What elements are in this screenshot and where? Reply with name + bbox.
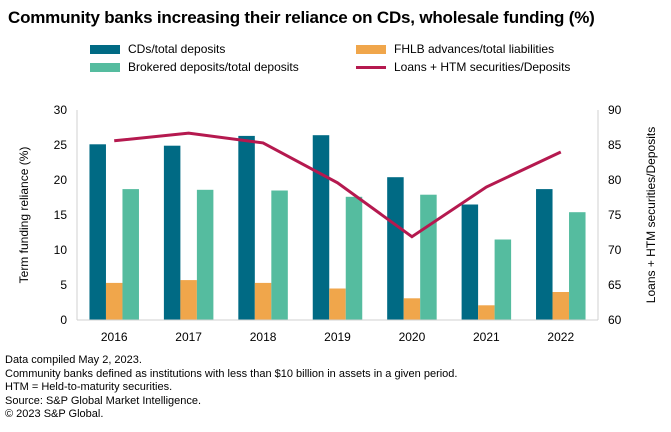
bar-cds-total-deposits <box>387 177 404 320</box>
note: Source: S&P Global Market Intelligence. <box>5 394 202 407</box>
legend-swatch <box>356 44 386 54</box>
y2-axis-title: Loans + HTM securities/Deposits <box>644 127 658 303</box>
y2-tick-label: 80 <box>608 173 622 187</box>
legend-label: Brokered deposits/total deposits <box>128 60 299 74</box>
bar-brokered-deposits-total-deposits <box>196 189 214 320</box>
legend-loans: Loans + HTM securities/Deposits <box>356 60 570 74</box>
y2-tick-label: 70 <box>608 243 622 257</box>
y-tick-label: 0 <box>60 313 67 327</box>
legend-swatch <box>90 62 120 72</box>
bar-cds-total-deposits <box>163 145 181 320</box>
note: © 2023 S&P Global. <box>5 408 104 420</box>
bar-cds-total-deposits <box>238 135 255 320</box>
bar-fhlb-advances-total-liabilities <box>403 298 421 320</box>
bar-cds-total-deposits <box>536 189 553 320</box>
y-tick-label: 5 <box>60 278 67 292</box>
y-tick-label: 10 <box>54 243 68 257</box>
x-tick-label: 2016 <box>101 330 128 344</box>
legend-brokered: Brokered deposits/total deposits <box>90 60 299 74</box>
y2-tick-label: 85 <box>608 138 622 152</box>
note: Community banks defined as institutions … <box>5 367 458 380</box>
y2-tick-label: 90 <box>608 103 622 117</box>
y-axis-title: Term funding reliance (%) <box>17 147 31 284</box>
bar-fhlb-advances-total-liabilities <box>180 280 197 320</box>
bar-brokered-deposits-total-deposits <box>494 239 512 320</box>
bar-cds-total-deposits <box>89 144 106 320</box>
legend-swatch <box>356 65 386 69</box>
bar-fhlb-advances-total-liabilities <box>552 292 570 320</box>
x-tick-label: 2019 <box>324 330 351 344</box>
bar-cds-total-deposits <box>312 135 330 320</box>
y-tick-label: 25 <box>54 138 68 152</box>
bar-brokered-deposits-total-deposits <box>569 212 586 320</box>
x-tick-label: 2020 <box>399 330 426 344</box>
chart-title: Community banks increasing their relianc… <box>8 8 595 27</box>
bar-cds-total-deposits <box>461 204 479 320</box>
x-tick-label: 2018 <box>250 330 277 344</box>
bar-brokered-deposits-total-deposits <box>271 190 288 320</box>
x-tick-label: 2022 <box>547 330 574 344</box>
line-loans-htm-deposits <box>114 131 562 239</box>
bar-brokered-deposits-total-deposits <box>345 196 363 320</box>
bar-fhlb-advances-total-liabilities <box>254 282 272 320</box>
bar-fhlb-advances-total-liabilities <box>478 305 495 320</box>
bar-brokered-deposits-total-deposits <box>420 194 437 320</box>
legend-cds: CDs/total deposits <box>90 42 225 56</box>
bar-fhlb-advances-total-liabilities <box>329 288 346 320</box>
legend-label: FHLB advances/total liabilities <box>394 42 555 56</box>
y-tick-label: 20 <box>54 173 68 187</box>
x-tick-label: 2017 <box>175 330 202 344</box>
y2-tick-label: 75 <box>608 208 622 222</box>
footnotes: Data compiled May 2, 2023. Community ban… <box>5 354 457 422</box>
y-tick-label: 15 <box>54 208 68 222</box>
note: HTM = Held-to-maturity securities. <box>5 381 173 393</box>
x-tick-label: 2021 <box>473 330 500 344</box>
legend-label: CDs/total deposits <box>128 42 226 56</box>
bar-fhlb-advances-total-liabilities <box>105 282 123 320</box>
y2-tick-label: 65 <box>608 278 622 292</box>
legend-fhlb: FHLB advances/total liabilities <box>356 42 554 56</box>
bar-brokered-deposits-total-deposits <box>122 189 139 320</box>
note: Data compiled May 2, 2023. <box>5 354 142 366</box>
legend-label: Loans + HTM securities/Deposits <box>394 60 571 74</box>
y2-tick-label: 60 <box>608 313 622 327</box>
legend-swatch <box>90 44 120 54</box>
y-tick-label: 30 <box>54 103 68 117</box>
